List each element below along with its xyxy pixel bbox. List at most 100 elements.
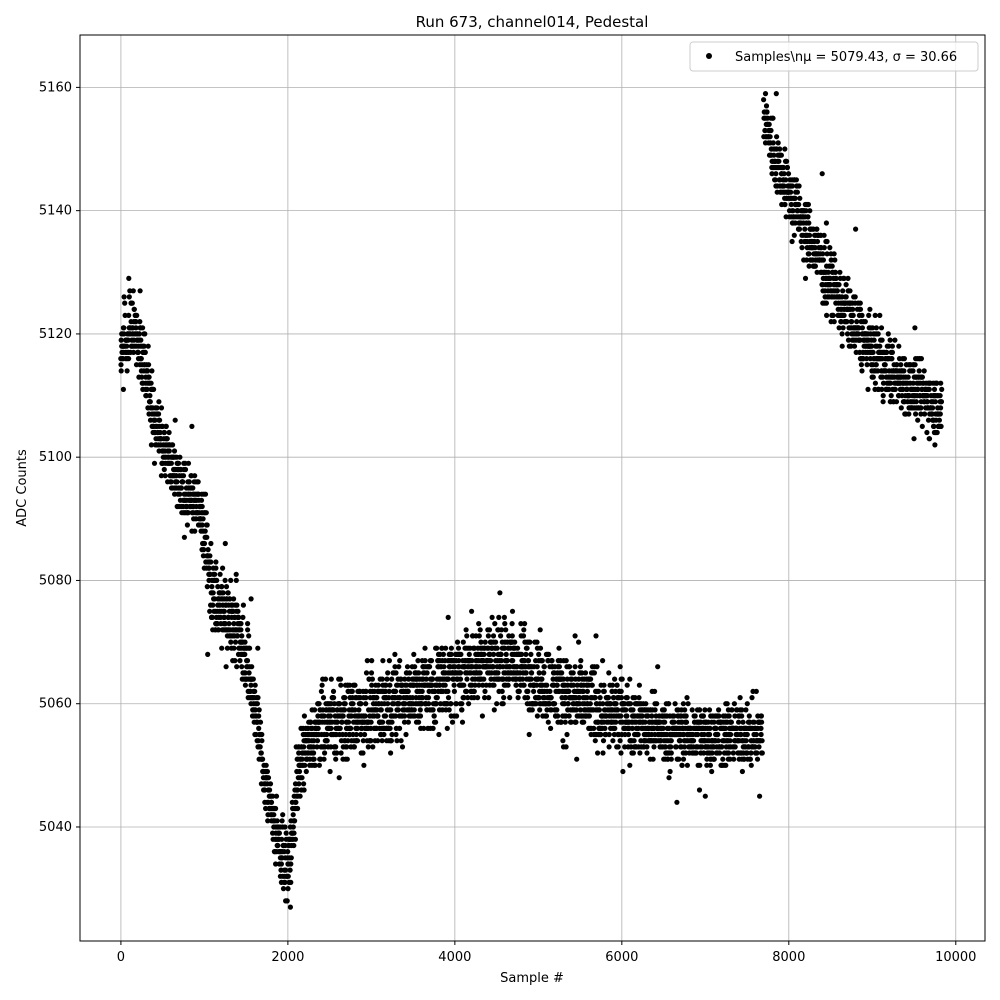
data-point [751,719,757,725]
data-point [434,645,440,651]
data-point [394,738,400,744]
data-point [129,300,135,306]
data-point-outlier [222,540,228,547]
data-point [805,214,811,220]
data-point [361,762,367,768]
y-tick-label: 5160 [39,80,72,95]
data-point-outlier [328,676,334,682]
data-point-outlier [912,325,918,331]
data-point [288,861,294,867]
data-point [259,731,265,738]
data-point [242,670,248,676]
data-point [342,701,348,707]
data-point [427,664,433,670]
data-point [728,719,735,725]
data-point [855,331,861,337]
data-point [242,651,248,658]
data-point [316,701,322,707]
data-point [461,682,467,688]
data-point [283,830,289,836]
data-point [148,380,154,386]
data-point [859,368,865,374]
data-point [137,319,143,325]
x-axis-label: Sample # [500,971,564,986]
data-point [214,577,220,584]
data-point [929,411,935,417]
data-point [118,368,124,374]
data-point [445,688,451,695]
data-point [423,676,429,682]
data-point [534,664,540,670]
data-point [706,707,713,713]
data-point [440,651,446,658]
data-point [770,115,776,121]
data-point [422,658,428,664]
data-point [681,744,688,750]
data-point [491,651,497,658]
data-points [118,91,945,910]
data-point [356,707,362,713]
data-point [520,676,526,682]
data-point [496,614,502,621]
data-point [624,682,630,688]
data-point-outlier [773,91,779,97]
data-point [242,639,248,645]
data-point [906,411,912,417]
data-point [393,731,399,738]
data-point [796,226,803,232]
data-point [285,849,291,855]
data-point [477,670,483,676]
data-point [339,719,345,725]
data-point [237,658,243,664]
data-point [785,171,792,177]
data-point [873,325,880,331]
data-point [573,719,579,725]
data-point [478,639,484,645]
data-point [898,362,904,368]
data-point [918,411,924,417]
data-point [296,781,302,787]
data-point [249,664,255,670]
data-point [213,565,219,571]
data-point [739,768,746,775]
data-point [650,756,656,762]
data-point [668,756,674,762]
data-point [354,725,360,732]
data-point [930,405,936,411]
data-point [537,627,543,633]
data-point [700,713,706,719]
data-point [204,534,210,540]
data-point [195,479,201,485]
data-point [146,362,152,368]
data-point [448,701,454,707]
data-point [387,725,393,732]
data-point [711,719,717,725]
data-point [190,485,196,491]
data-point [396,664,402,670]
data-point [476,621,482,627]
data-point [407,670,413,676]
data-point [223,664,229,670]
data-point [245,627,251,633]
data-point [126,294,132,300]
data-point [820,251,826,257]
data-point [525,695,531,701]
data-point [482,688,488,695]
data-point [797,195,803,201]
data-point [515,695,521,701]
data-point [279,836,285,842]
data-point [600,750,606,756]
data-point [512,639,518,645]
data-point [177,454,183,460]
data-point [365,744,371,750]
data-point [389,719,395,725]
data-point [392,664,398,670]
x-tick-label: 6000 [605,950,638,965]
data-point [849,319,855,325]
data-point [238,627,244,633]
data-point [910,368,916,374]
data-point [402,701,408,707]
data-point [579,670,585,676]
data-point [572,664,578,670]
